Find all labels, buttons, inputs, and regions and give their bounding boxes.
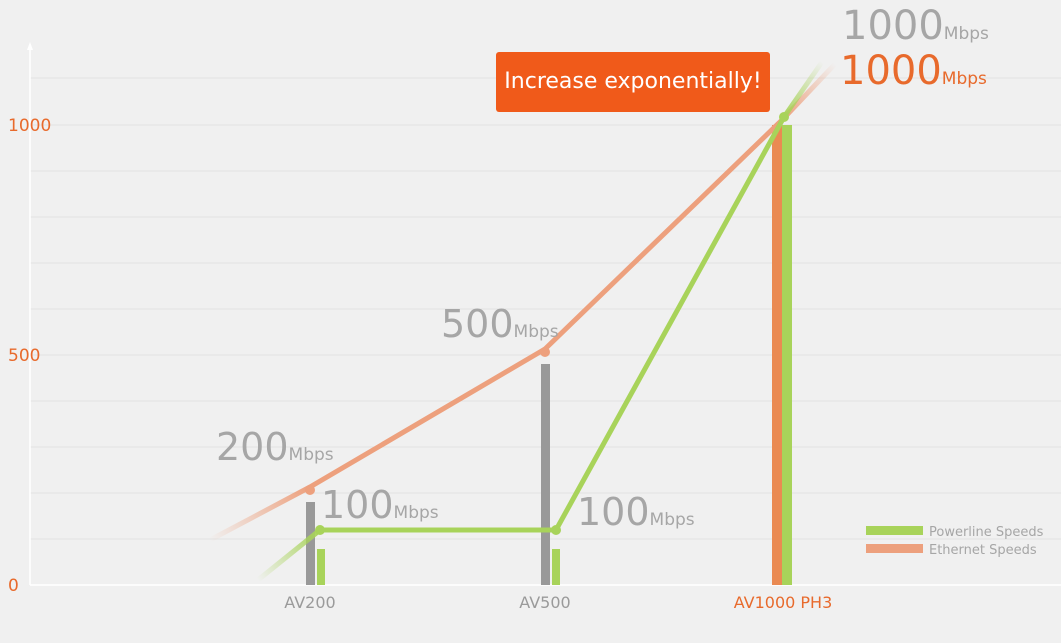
powerline-line-tail — [781, 60, 825, 119]
data-label: 100Mbps — [577, 490, 695, 534]
data-label-unit: Mbps — [514, 322, 559, 342]
data-label: 200Mbps — [216, 425, 334, 469]
powerline-bar — [317, 549, 325, 585]
powerline-point — [779, 112, 789, 122]
data-label-unit: Mbps — [944, 24, 989, 44]
data-label-unit: Mbps — [289, 445, 334, 465]
powerline-point — [551, 525, 561, 535]
data-label-value: 100 — [577, 490, 650, 534]
ethernet-line-tail — [208, 484, 312, 543]
data-label: 100Mbps — [321, 483, 439, 527]
data-label: 1000Mbps — [840, 48, 987, 94]
data-label-value: 1000 — [842, 3, 944, 49]
data-label-unit: Mbps — [394, 503, 439, 523]
y-axis-arrow — [27, 42, 33, 50]
data-label: 1000Mbps — [842, 3, 989, 49]
data-label-value: 200 — [216, 425, 289, 469]
powerline-point — [315, 525, 325, 535]
legend-swatch — [866, 526, 923, 535]
legend-swatch — [866, 544, 923, 553]
callout-text: Increase exponentially! — [504, 69, 761, 94]
data-label-value: 100 — [321, 483, 394, 527]
ethernet-point — [540, 347, 550, 357]
ethernet-bar — [772, 125, 782, 585]
y-tick-label: 0 — [8, 576, 19, 596]
category-label: AV1000 PH3 — [734, 593, 833, 612]
ethernet-bar — [541, 364, 550, 585]
data-label-value: 500 — [441, 302, 514, 346]
ethernet-bar — [306, 502, 315, 585]
y-tick-label: 1000 — [8, 116, 51, 136]
y-tick-label: 500 — [8, 346, 40, 366]
legend-label: Powerline Speeds — [929, 525, 1044, 540]
powerline-bar — [552, 549, 560, 585]
powerline-bar — [782, 125, 792, 585]
category-label: AV500 — [519, 593, 570, 612]
category-label: AV200 — [284, 593, 335, 612]
legend-label: Ethernet Speeds — [929, 543, 1037, 558]
callout-box — [496, 52, 770, 112]
data-label: 500Mbps — [441, 302, 559, 346]
data-label-value: 1000 — [840, 48, 942, 94]
powerline-line-tail — [256, 528, 322, 582]
data-label-unit: Mbps — [650, 510, 695, 530]
ethernet-point — [305, 485, 315, 495]
data-label-unit: Mbps — [942, 69, 987, 89]
